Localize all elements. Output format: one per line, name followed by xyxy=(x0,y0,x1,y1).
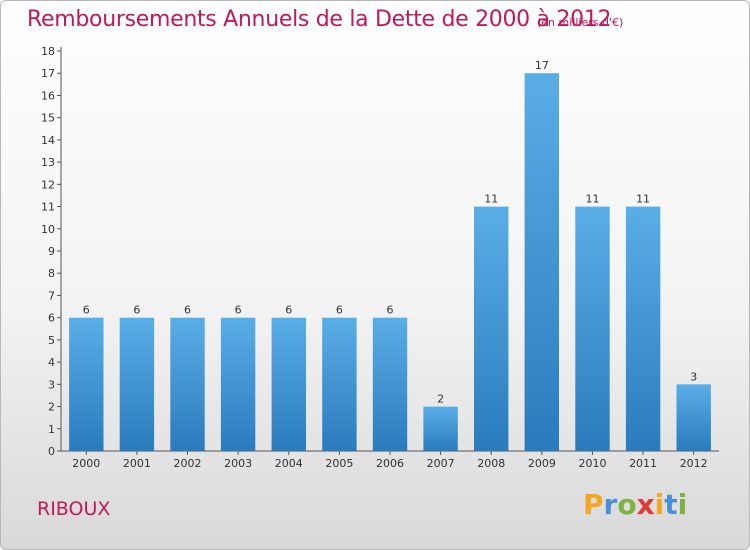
y-tick-label: 8 xyxy=(48,267,55,280)
logo-letter: o xyxy=(617,488,637,521)
bar-value-label: 11 xyxy=(636,193,650,206)
chart-title: Remboursements Annuels de la Dette de 20… xyxy=(27,7,612,32)
x-tick-label: 2010 xyxy=(578,457,606,470)
logo-letter: x xyxy=(636,488,655,521)
bar-2012 xyxy=(676,384,711,451)
x-tick-label: 2000 xyxy=(72,457,100,470)
bar-value-label: 6 xyxy=(235,304,242,317)
bar-2003 xyxy=(220,317,256,451)
bar-2010 xyxy=(575,206,610,451)
commune-name: RIBOUX xyxy=(37,498,111,520)
x-tick-label: 2001 xyxy=(123,457,151,470)
bar-2004 xyxy=(271,317,306,451)
bar-2006 xyxy=(372,317,408,451)
proxiti-logo: Proxiti xyxy=(583,488,687,521)
bar-2011 xyxy=(625,206,661,451)
bar-value-label: 17 xyxy=(535,59,549,72)
y-tick-label: 5 xyxy=(48,334,55,347)
y-tick-label: 14 xyxy=(41,134,55,147)
logo-letter: i xyxy=(677,488,688,521)
x-tick-label: 2011 xyxy=(629,457,657,470)
y-tick-label: 3 xyxy=(48,378,55,391)
y-tick-label: 9 xyxy=(48,245,55,258)
x-tick-label: 2009 xyxy=(528,457,556,470)
y-tick-label: 18 xyxy=(41,45,55,58)
y-tick-label: 11 xyxy=(41,201,55,214)
bar-2000 xyxy=(69,317,104,451)
y-tick-label: 12 xyxy=(41,178,55,191)
y-tick-label: 16 xyxy=(41,89,55,102)
bar-value-label: 3 xyxy=(690,370,697,383)
chart-unit: (en milliers d'€) xyxy=(537,16,624,29)
bar-value-label: 6 xyxy=(387,304,394,317)
bar-value-label: 11 xyxy=(484,193,498,206)
x-tick-label: 2007 xyxy=(427,457,455,470)
bar-2005 xyxy=(322,317,357,451)
chart-bars: 6 6 6 6 6 6 6 2 11 17 11 11 3 xyxy=(69,59,711,451)
bar-2002 xyxy=(170,317,205,451)
logo-letter: t xyxy=(664,488,678,521)
bar-value-label: 6 xyxy=(285,304,292,317)
y-tick-label: 15 xyxy=(41,112,55,125)
x-tick-label: 2006 xyxy=(376,457,404,470)
bar-value-label: 6 xyxy=(83,304,90,317)
y-tick-label: 7 xyxy=(48,289,55,302)
x-tick-label: 2005 xyxy=(325,457,353,470)
y-tick-label: 4 xyxy=(48,356,55,369)
x-tick-label: 2004 xyxy=(275,457,303,470)
bar-value-label: 6 xyxy=(133,304,140,317)
bar-value-label: 6 xyxy=(184,304,191,317)
bar-value-label: 6 xyxy=(336,304,343,317)
bar-2007 xyxy=(423,406,458,451)
y-tick-label: 0 xyxy=(48,445,55,458)
bar-value-label: 11 xyxy=(585,193,599,206)
x-tick-label: 2012 xyxy=(680,457,708,470)
y-tick-label: 1 xyxy=(48,423,55,436)
x-tick-label: 2002 xyxy=(174,457,202,470)
logo-letter: r xyxy=(603,488,618,521)
bar-2001 xyxy=(119,317,155,451)
y-tick-label: 6 xyxy=(48,312,55,325)
x-tick-label: 2008 xyxy=(477,457,505,470)
y-tick-label: 13 xyxy=(41,156,55,169)
y-tick-label: 10 xyxy=(41,223,55,236)
bar-value-label: 2 xyxy=(437,393,444,406)
y-tick-label: 2 xyxy=(48,401,55,414)
y-tick-label: 17 xyxy=(41,67,55,80)
bar-2008 xyxy=(474,206,509,451)
logo-letter: i xyxy=(654,488,665,521)
x-tick-label: 2003 xyxy=(224,457,252,470)
bar-2009 xyxy=(524,73,559,451)
logo-letter: P xyxy=(583,488,604,521)
